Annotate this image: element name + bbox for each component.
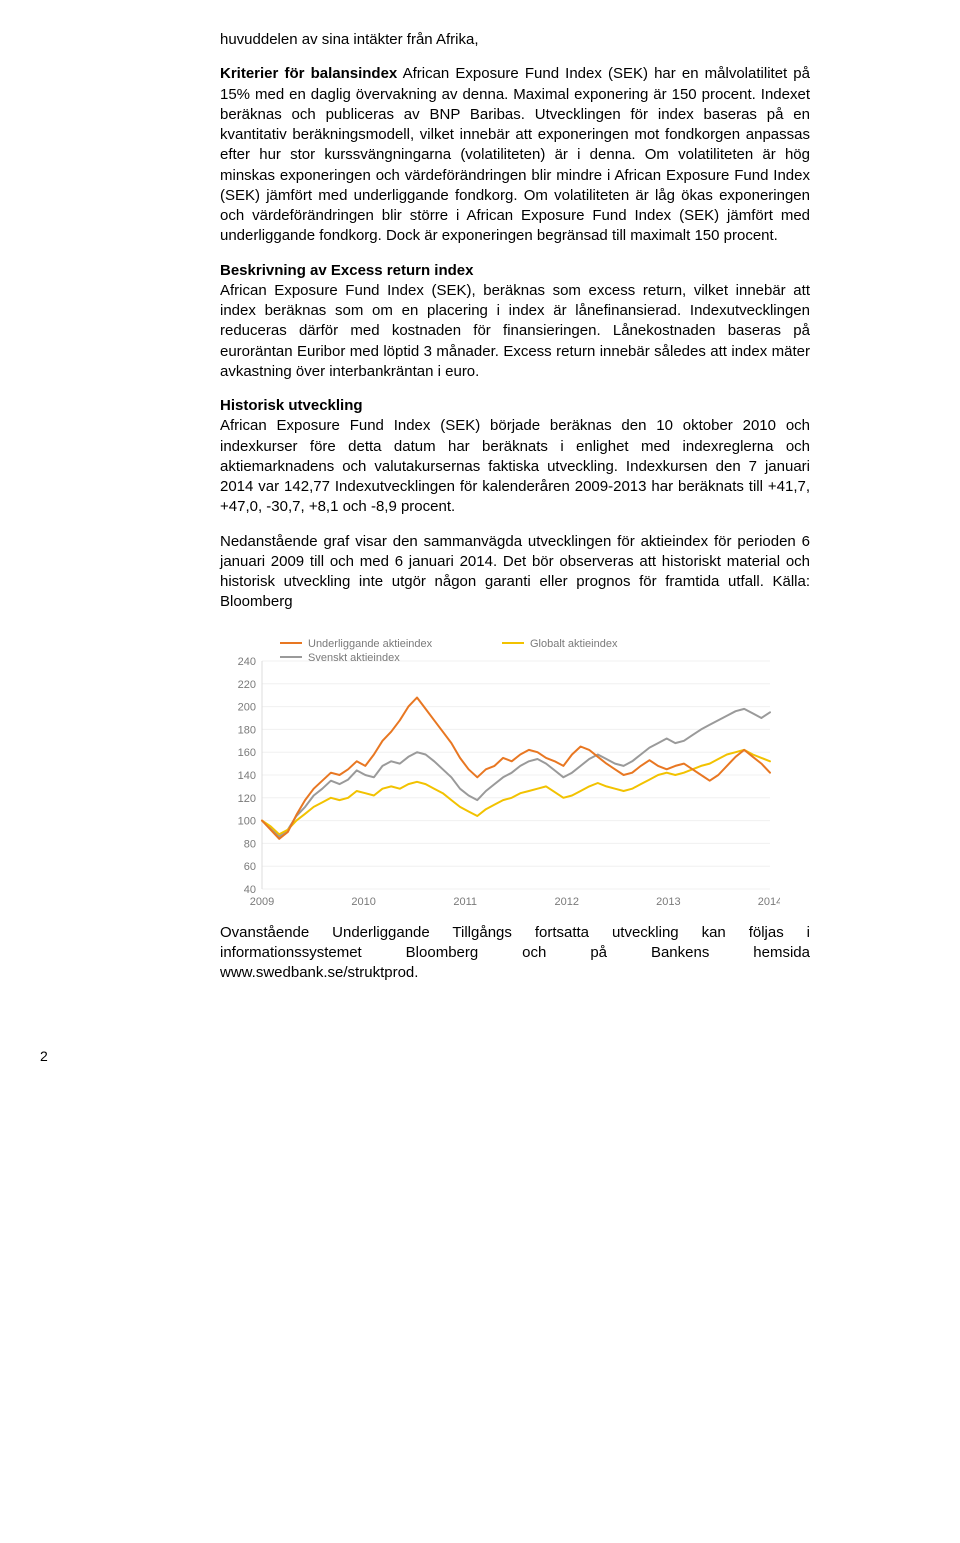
section-title-kriterier: Kriterier för balansindex (220, 65, 397, 82)
svg-text:40: 40 (244, 884, 256, 896)
svg-text:2012: 2012 (555, 896, 579, 908)
svg-text:2009: 2009 (250, 896, 274, 908)
svg-text:80: 80 (244, 838, 256, 850)
svg-text:160: 160 (238, 747, 256, 759)
svg-text:120: 120 (238, 792, 256, 804)
page-number: 2 (40, 1047, 48, 1066)
svg-text:100: 100 (238, 815, 256, 827)
svg-text:2011: 2011 (453, 896, 477, 908)
section-historisk: Historisk utveckling African Exposure Fu… (220, 396, 810, 518)
section-body-graf: Nedanstående graf visar den sammanvägda … (220, 533, 810, 611)
section-title-historisk: Historisk utveckling (220, 396, 810, 416)
section-footer-text: Ovanstående Underliggande Tillgångs fort… (220, 923, 810, 984)
section-body-footer: Ovanstående Underliggande Tillgångs fort… (220, 924, 810, 982)
svg-text:220: 220 (238, 678, 256, 690)
section-graf-intro: Nedanstående graf visar den sammanvägda … (220, 532, 810, 613)
line-chart: 40 60 80 100 120 140 160 180 200 220 240 2009 2010 20… (220, 631, 810, 911)
intro-line: huvuddelen av sina intäkter från Afrika, (220, 30, 810, 50)
section-title-excess: Beskrivning av Excess return index (220, 261, 810, 281)
svg-text:2013: 2013 (656, 896, 680, 908)
svg-text:140: 140 (238, 770, 256, 782)
svg-text:60: 60 (244, 861, 256, 873)
svg-text:Globalt aktieindex: Globalt aktieindex (530, 638, 618, 650)
svg-text:Svenskt aktieindex: Svenskt aktieindex (308, 652, 400, 664)
section-excess: Beskrivning av Excess return index Afric… (220, 261, 810, 383)
chart-svg: 40 60 80 100 120 140 160 180 200 220 240 2009 2010 20… (220, 631, 780, 911)
svg-text:2010: 2010 (351, 896, 375, 908)
svg-text:Underliggande aktieindex: Underliggande aktieindex (308, 638, 433, 650)
section-kriterier: Kriterier för balansindex African Exposu… (220, 64, 810, 246)
svg-text:180: 180 (238, 724, 256, 736)
svg-text:240: 240 (238, 656, 256, 668)
section-body-excess: African Exposure Fund Index (SEK), beräk… (220, 282, 810, 380)
section-body-kriterier: African Exposure Fund Index (SEK) har en… (220, 65, 810, 244)
section-body-historisk: African Exposure Fund Index (SEK) börjad… (220, 417, 810, 515)
svg-text:2014: 2014 (758, 896, 780, 908)
svg-text:200: 200 (238, 701, 256, 713)
